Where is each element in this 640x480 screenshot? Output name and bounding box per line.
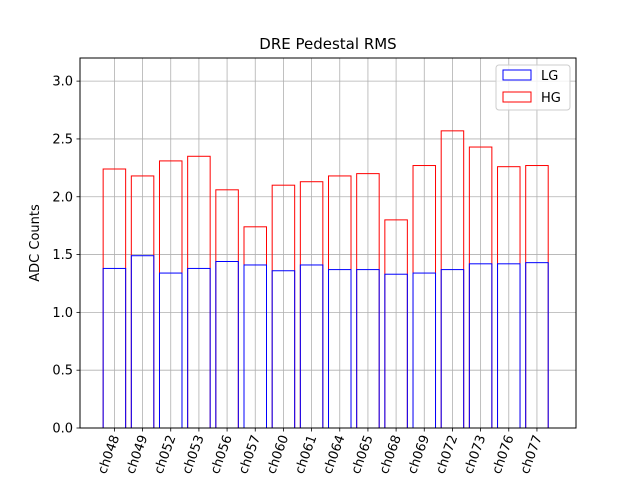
chart-title: DRE Pedestal RMS (259, 35, 396, 53)
legend-label-lg: LG (541, 69, 558, 84)
legend-swatch-lg (502, 69, 532, 81)
legend: LG HG (495, 64, 571, 111)
legend-label-hg: HG (541, 91, 561, 106)
y-tick-label: 3.0 (52, 75, 73, 90)
y-tick-label: 2.5 (52, 132, 73, 147)
y-axis-label: ADC Counts (28, 204, 43, 282)
plot-frame (79, 57, 577, 429)
y-tick-label: 2.0 (52, 190, 73, 205)
y-tick-label: 0.5 (52, 364, 73, 379)
legend-swatch-hg (502, 91, 532, 103)
grid-lines (80, 58, 576, 429)
y-tick-label: 0.0 (52, 422, 73, 437)
y-tick-label: 1.0 (52, 306, 73, 321)
y-tick-label: 1.5 (52, 248, 73, 263)
